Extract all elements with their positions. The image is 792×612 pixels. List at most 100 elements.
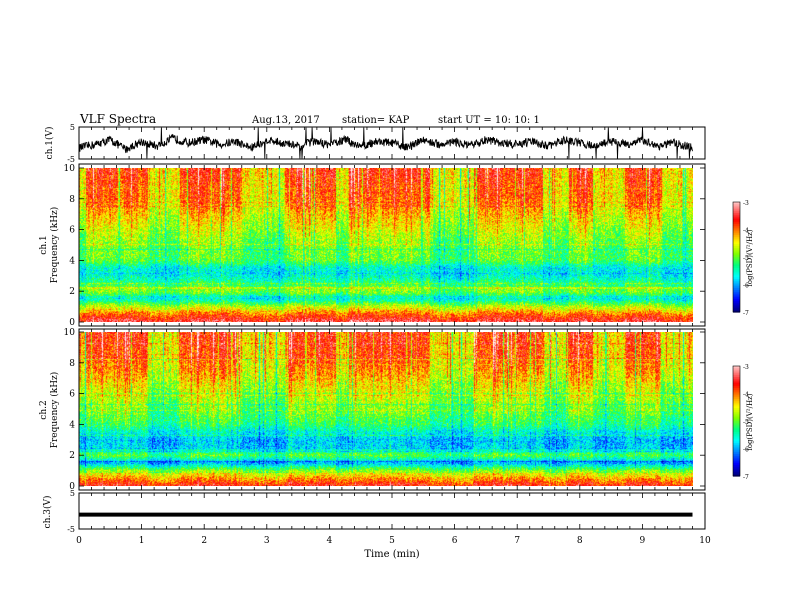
colorbar-tick-label: -7	[743, 310, 749, 317]
colorbar-segment	[733, 450, 740, 453]
colorbar-segment	[733, 446, 740, 450]
colorbar-segment	[733, 433, 740, 437]
colorbar-segment	[733, 288, 740, 291]
colorbar-segment	[733, 302, 740, 306]
colorbar-segment	[733, 246, 740, 249]
colorbar-segment	[733, 282, 740, 286]
colorbar-tick-label: -7	[743, 474, 749, 481]
colorbar-segment	[733, 295, 740, 298]
y-tick-label: 8	[69, 195, 75, 205]
colorbar-segment	[733, 465, 740, 468]
x-tick-label: 1	[139, 536, 145, 546]
ch2-colorbar-label: log(PSD)(V²/Hz)	[746, 393, 754, 450]
colorbar-segment	[733, 301, 740, 304]
colorbar-tick-label: -3	[743, 364, 749, 371]
y-tick-label: 5	[70, 489, 75, 498]
colorbar-segment	[733, 240, 740, 243]
colorbar-segment	[733, 280, 740, 284]
colorbar-segment	[733, 369, 740, 373]
colorbar-segment	[733, 388, 740, 391]
colorbar-segment	[733, 466, 740, 470]
ch2-spectrogram-ylabel-frequency: Frequency (kHz)	[49, 372, 60, 449]
x-tick-label: 4	[327, 536, 333, 546]
colorbar-segment	[733, 308, 740, 311]
colorbar-segment	[733, 444, 740, 448]
colorbar-segment	[733, 225, 740, 229]
y-tick-label: 5	[70, 123, 75, 132]
colorbar-segment	[733, 424, 740, 428]
colorbar-segment	[733, 220, 740, 223]
colorbar-segment	[733, 231, 740, 234]
colorbar-segment	[733, 371, 740, 374]
colorbar-segment	[733, 244, 740, 247]
colorbar-segment	[733, 286, 740, 289]
colorbar-segment	[733, 382, 740, 385]
colorbar-segment	[733, 255, 740, 258]
colorbar-segment	[733, 415, 740, 418]
x-tick-label: 5	[389, 536, 395, 546]
colorbar-segment	[733, 242, 740, 245]
colorbar-segment	[733, 211, 740, 214]
colorbar-segment	[733, 397, 740, 400]
colorbar-segment	[733, 463, 740, 466]
colorbar-segment	[733, 284, 740, 287]
colorbar-segment	[733, 404, 740, 407]
y-tick-label: 0	[69, 482, 75, 492]
date-label: Aug.13, 2017	[251, 115, 320, 126]
colorbar-segment	[733, 260, 740, 264]
colorbar-segment	[733, 224, 740, 227]
colorbar-segment	[733, 432, 740, 435]
ch2-spectrogram-ylabel-channel: ch.2	[39, 400, 49, 419]
colorbar-segment	[733, 279, 740, 282]
colorbar-segment	[733, 214, 740, 218]
colorbar-segment	[733, 249, 740, 253]
colorbar-segment	[733, 400, 740, 404]
colorbar-segment	[733, 391, 740, 395]
colorbar-segment	[733, 275, 740, 278]
colorbar-segment	[733, 213, 740, 216]
colorbar-segment	[733, 472, 740, 475]
ch2-colorbar: -3 -4 -5 -6 -7	[732, 364, 749, 481]
colorbar-segment	[733, 408, 740, 411]
y-tick-label: 2	[69, 451, 75, 461]
colorbar-segment	[733, 395, 740, 398]
colorbar-segment	[733, 426, 740, 429]
y-tick-label: 8	[69, 359, 75, 369]
colorbar-tick-label: -5	[743, 419, 749, 426]
colorbar-segment	[733, 291, 740, 295]
y-tick-label: -5	[67, 155, 75, 164]
x-tick-label: 2	[201, 536, 207, 546]
colorbar-segment	[733, 229, 740, 232]
colorbar-segment	[733, 373, 740, 376]
colorbar-segment	[733, 377, 740, 380]
colorbar-segment	[733, 380, 740, 384]
colorbar-frame	[732, 201, 741, 313]
colorbar-segment	[733, 207, 740, 210]
colorbar-segment	[733, 266, 740, 269]
colorbar-segment	[733, 430, 740, 433]
colorbar-segment	[733, 461, 740, 464]
x-tick-label: 9	[640, 536, 646, 546]
colorbar-frame	[732, 365, 741, 477]
colorbar-segment	[733, 218, 740, 221]
ch1-colorbar: -3 -4 -5 -6 -7	[732, 200, 749, 317]
colorbar-segment	[733, 378, 740, 382]
ch3-waveform-panel: 5 -5 0 1 2 3 4 5 6 7 8 9 10 ch.3(V) Time (min)	[42, 489, 711, 560]
ch1-waveform-line	[78, 127, 693, 159]
colorbar-segment	[733, 459, 740, 462]
colorbar-segment	[733, 297, 740, 300]
colorbar-segment	[733, 455, 740, 459]
colorbar-segment	[733, 399, 740, 402]
colorbar-segment	[733, 474, 740, 477]
start-time-label: start UT = 10: 10: 1	[438, 115, 540, 126]
colorbar-segment	[733, 384, 740, 387]
colorbar-segment	[733, 367, 740, 371]
y-tick-label: 6	[69, 226, 75, 236]
colorbar-segment	[733, 435, 740, 439]
colorbar-segment	[733, 452, 740, 455]
colorbar-segment	[733, 386, 740, 389]
colorbar-tick-label: -6	[743, 447, 749, 454]
colorbar-segment	[733, 457, 740, 461]
